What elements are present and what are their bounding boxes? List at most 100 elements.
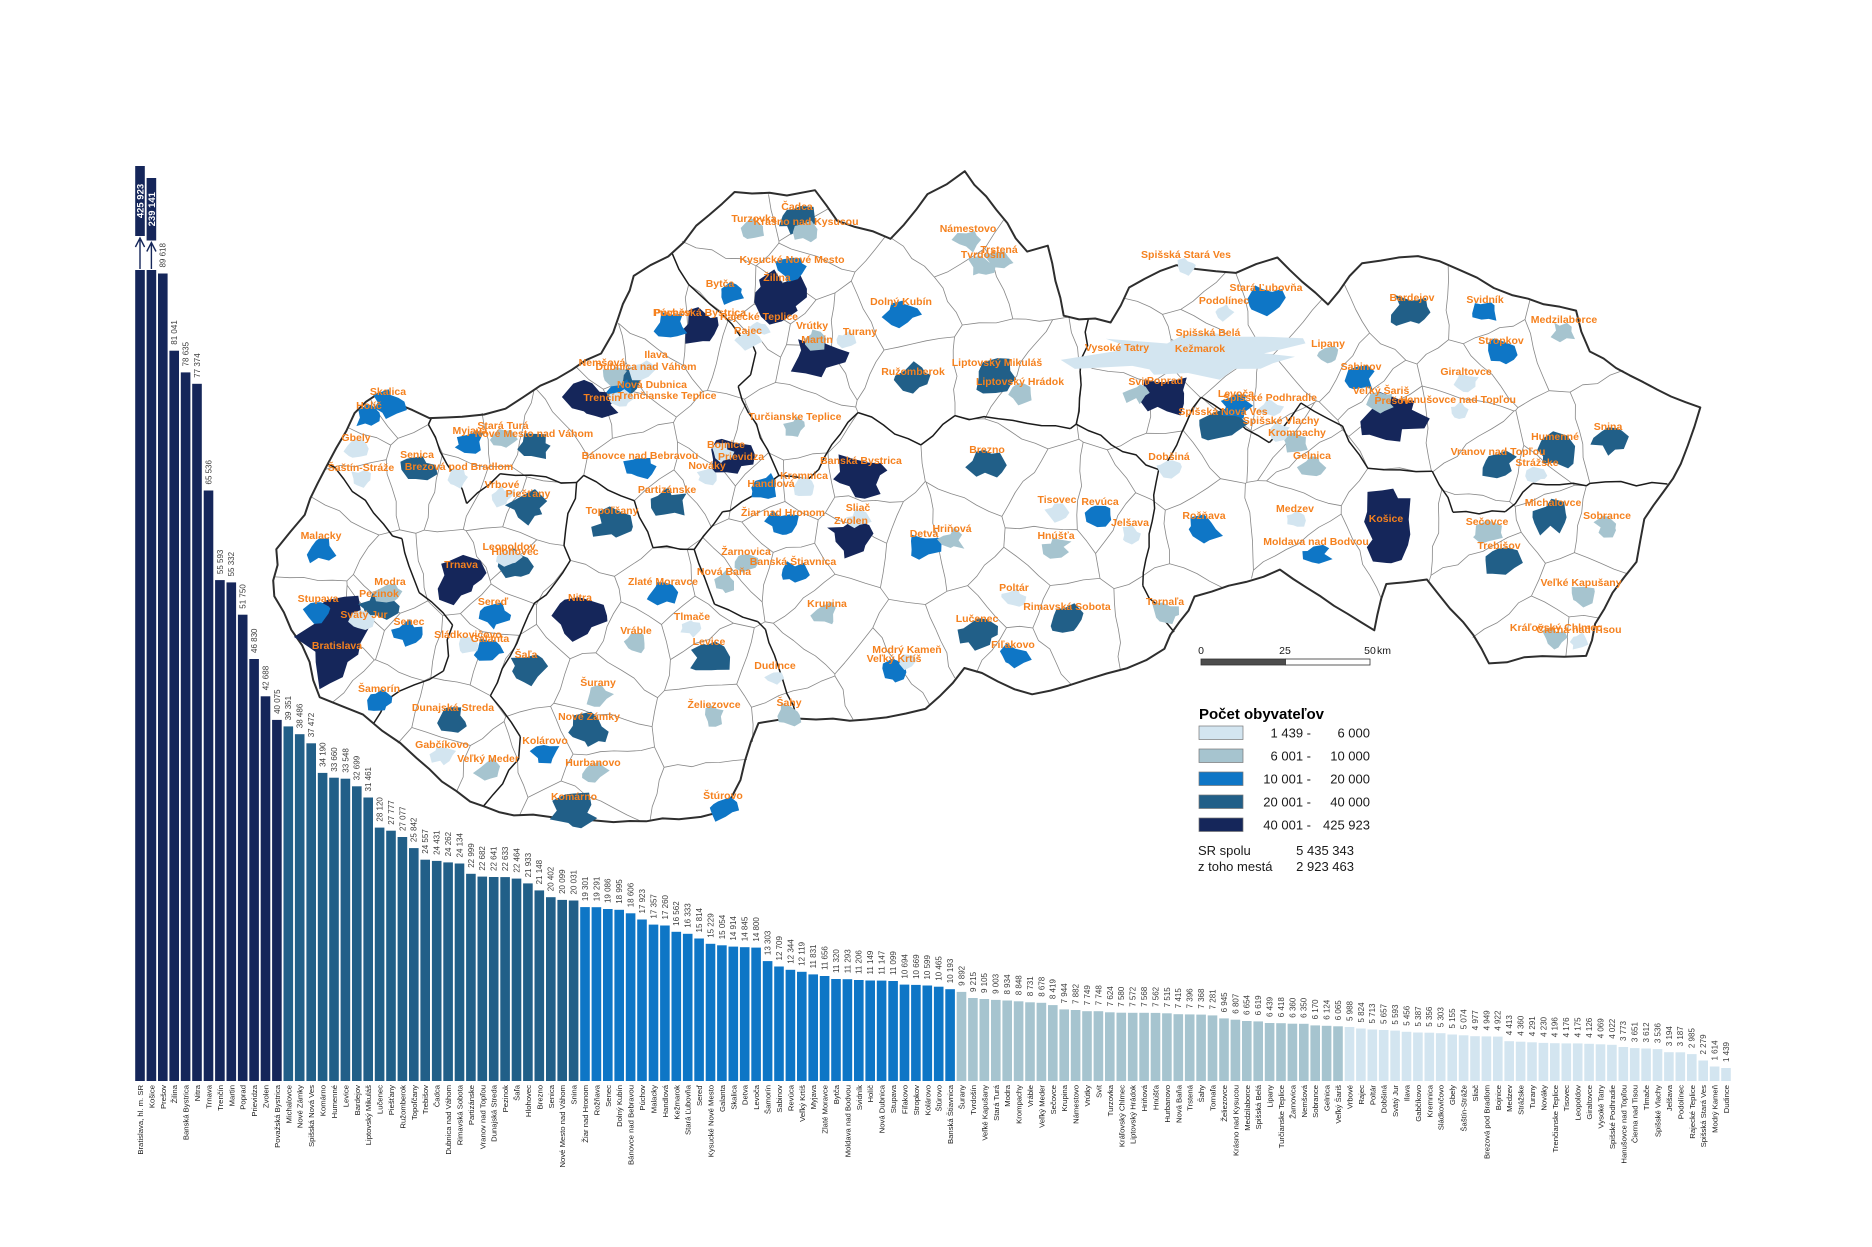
svg-text:425 923: 425 923 — [1323, 818, 1370, 833]
svg-text:Gelnica: Gelnica — [1323, 1084, 1332, 1111]
svg-text:7 568: 7 568 — [1140, 986, 1149, 1007]
svg-text:Spišská Belá: Spišská Belá — [1176, 327, 1241, 339]
svg-text:Turčianske Teplice: Turčianske Teplice — [1277, 1085, 1286, 1148]
svg-text:40 075: 40 075 — [273, 689, 282, 714]
svg-text:11 147: 11 147 — [878, 950, 887, 974]
svg-text:12 344: 12 344 — [786, 939, 795, 964]
svg-text:6 001 -: 6 001 - — [1271, 749, 1311, 764]
svg-text:Krásno nad Kysucou: Krásno nad Kysucou — [753, 216, 858, 228]
svg-text:Nové Zámky: Nové Zámky — [558, 711, 620, 723]
svg-text:Humenné: Humenné — [330, 1085, 339, 1118]
svg-text:Pezinok: Pezinok — [359, 588, 399, 600]
svg-text:40 001 -: 40 001 - — [1263, 818, 1311, 833]
svg-text:4 126: 4 126 — [1585, 1017, 1594, 1038]
svg-text:15 054: 15 054 — [718, 914, 727, 939]
svg-text:Stropkov: Stropkov — [912, 1085, 921, 1115]
svg-text:Nemšová: Nemšová — [579, 357, 626, 369]
svg-text:22 682: 22 682 — [478, 846, 487, 871]
svg-text:Revúca: Revúca — [1081, 496, 1119, 508]
svg-text:5 824: 5 824 — [1357, 1002, 1366, 1023]
svg-text:Vrútky: Vrútky — [1083, 1085, 1092, 1107]
svg-text:Kráľovský Chlmec: Kráľovský Chlmec — [1510, 622, 1602, 634]
svg-text:Levice: Levice — [693, 636, 726, 648]
svg-text:Ilava: Ilava — [1403, 1084, 1412, 1101]
svg-text:11 656: 11 656 — [821, 946, 830, 970]
svg-text:Hanušovce nad Topľou: Hanušovce nad Topľou — [1619, 1085, 1628, 1164]
svg-text:Bytča: Bytča — [706, 278, 735, 290]
svg-text:Rajecké Teplice: Rajecké Teplice — [1688, 1085, 1697, 1139]
svg-text:Rimavská Sobota: Rimavská Sobota — [456, 1084, 465, 1145]
svg-text:7 572: 7 572 — [1129, 986, 1138, 1007]
svg-text:Nováky: Nováky — [688, 460, 726, 472]
svg-text:Strážske: Strážske — [1515, 457, 1558, 469]
svg-text:Šamorín: Šamorín — [764, 1085, 773, 1114]
svg-text:Spišská Nová Ves: Spišská Nová Ves — [307, 1085, 316, 1147]
svg-text:Moldava nad Bodvou: Moldava nad Bodvou — [843, 1085, 852, 1157]
svg-text:4 949: 4 949 — [1482, 1010, 1491, 1031]
svg-text:10 465: 10 465 — [935, 956, 944, 981]
svg-text:Spišská Stará Ves: Spišská Stará Ves — [1141, 249, 1231, 261]
svg-text:Myjava: Myjava — [809, 1084, 818, 1109]
svg-text:Jelšava: Jelšava — [1665, 1084, 1674, 1111]
svg-text:5 657: 5 657 — [1380, 1003, 1389, 1024]
svg-text:Michalovce: Michalovce — [1525, 497, 1582, 509]
svg-text:7 281: 7 281 — [1208, 989, 1217, 1010]
svg-text:Spišské Podhradie: Spišské Podhradie — [1223, 392, 1317, 404]
svg-text:4 175: 4 175 — [1574, 1017, 1583, 1038]
svg-text:Tornaľa: Tornaľa — [1209, 1084, 1218, 1110]
svg-text:Šaštín-Stráže: Šaštín-Stráže — [328, 461, 395, 474]
svg-text:Senica: Senica — [547, 1084, 556, 1108]
svg-text:10 001 -: 10 001 - — [1263, 772, 1311, 787]
svg-text:46 830: 46 830 — [250, 628, 259, 653]
svg-text:Vysoké Tatry: Vysoké Tatry — [1085, 342, 1149, 354]
svg-text:Nitra: Nitra — [193, 1084, 202, 1101]
svg-text:Holíč: Holíč — [866, 1085, 875, 1103]
svg-text:Moldava nad Bodvou: Moldava nad Bodvou — [1263, 536, 1369, 548]
svg-text:5 387: 5 387 — [1414, 1006, 1423, 1027]
svg-text:Štúrovo: Štúrovo — [703, 789, 743, 802]
svg-text:Snina: Snina — [1594, 421, 1623, 433]
svg-text:8 848: 8 848 — [1015, 975, 1024, 996]
svg-text:14 800: 14 800 — [752, 917, 761, 942]
svg-text:Skalica: Skalica — [370, 386, 406, 398]
svg-text:8 678: 8 678 — [1037, 976, 1046, 997]
svg-text:Krupina: Krupina — [1060, 1084, 1069, 1111]
svg-text:Leopoldov: Leopoldov — [1574, 1085, 1583, 1121]
svg-text:Modra: Modra — [1003, 1084, 1012, 1107]
svg-text:Považská Bystrica: Považská Bystrica — [273, 1084, 282, 1148]
svg-text:Žilina: Žilina — [170, 1084, 179, 1103]
svg-text:Žarnovica: Žarnovica — [1288, 1084, 1297, 1118]
svg-text:8 419: 8 419 — [1049, 979, 1058, 1000]
svg-text:17 357: 17 357 — [649, 894, 658, 919]
svg-text:24 431: 24 431 — [433, 830, 442, 855]
svg-text:Hlohovec: Hlohovec — [524, 1085, 533, 1117]
svg-text:Stará Ľubovňa: Stará Ľubovňa — [684, 1084, 693, 1135]
svg-text:Veľký Krtíš: Veľký Krtíš — [867, 653, 922, 665]
svg-text:425 923: 425 923 — [136, 184, 147, 218]
svg-text:Liptovský Hrádok: Liptovský Hrádok — [1129, 1085, 1138, 1144]
svg-text:Gelnica: Gelnica — [1293, 450, 1331, 462]
svg-text:25 842: 25 842 — [410, 817, 419, 842]
svg-text:Leopoldov: Leopoldov — [482, 541, 535, 553]
svg-text:22 633: 22 633 — [501, 846, 510, 871]
svg-text:Turany: Turany — [1528, 1085, 1537, 1109]
svg-text:Ružomberok: Ružomberok — [881, 366, 945, 378]
svg-text:4 977: 4 977 — [1471, 1010, 1480, 1031]
svg-text:10 193: 10 193 — [946, 958, 955, 983]
svg-text:Košice: Košice — [1369, 513, 1404, 525]
svg-text:Šaštín-Stráže: Šaštín-Stráže — [1460, 1085, 1469, 1132]
svg-text:Handlová: Handlová — [661, 1084, 670, 1117]
svg-text:Spišská Nová Ves: Spišská Nová Ves — [1178, 406, 1267, 418]
svg-text:Sliač: Sliač — [846, 502, 871, 514]
svg-text:Dubnica nad Váhom: Dubnica nad Váhom — [596, 361, 697, 373]
svg-text:Spišské Podhradie: Spišské Podhradie — [1608, 1085, 1617, 1149]
svg-text:Bojnice: Bojnice — [1494, 1085, 1503, 1110]
svg-text:Tornaľa: Tornaľa — [1146, 596, 1184, 608]
svg-text:Spišská Belá: Spišská Belá — [1254, 1084, 1263, 1129]
svg-text:Stropkov: Stropkov — [1478, 335, 1524, 347]
svg-text:7 749: 7 749 — [1083, 985, 1092, 1006]
svg-text:Galanta: Galanta — [718, 1084, 727, 1112]
svg-text:Svätý Jur: Svätý Jur — [1391, 1085, 1400, 1117]
svg-text:7 882: 7 882 — [1072, 983, 1081, 1004]
svg-text:Rožňava: Rožňava — [1182, 510, 1225, 522]
